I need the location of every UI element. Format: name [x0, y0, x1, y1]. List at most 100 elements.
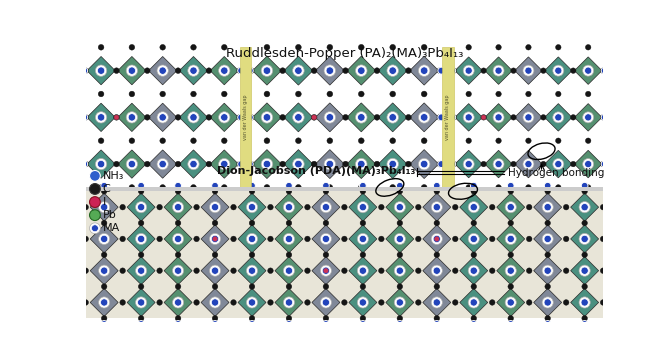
Circle shape	[212, 203, 218, 211]
Circle shape	[120, 268, 126, 273]
Polygon shape	[238, 289, 266, 316]
Circle shape	[129, 138, 134, 144]
Circle shape	[138, 235, 144, 243]
Polygon shape	[201, 193, 229, 221]
Circle shape	[434, 189, 439, 194]
Circle shape	[294, 160, 302, 168]
Circle shape	[358, 265, 368, 276]
Circle shape	[212, 189, 218, 194]
Circle shape	[296, 91, 301, 97]
Circle shape	[525, 67, 532, 74]
Circle shape	[83, 114, 89, 120]
Circle shape	[470, 299, 477, 306]
Circle shape	[397, 252, 403, 258]
Polygon shape	[515, 150, 542, 178]
Polygon shape	[455, 57, 482, 84]
Circle shape	[421, 67, 428, 75]
Circle shape	[523, 159, 534, 169]
Circle shape	[451, 68, 456, 73]
Circle shape	[175, 189, 181, 194]
Circle shape	[542, 202, 553, 213]
Circle shape	[481, 68, 487, 73]
Circle shape	[194, 236, 200, 242]
Circle shape	[343, 161, 349, 167]
Circle shape	[101, 182, 108, 189]
Circle shape	[452, 268, 458, 273]
Circle shape	[212, 321, 218, 327]
Circle shape	[175, 182, 181, 189]
Polygon shape	[544, 150, 572, 178]
Circle shape	[397, 284, 403, 289]
Polygon shape	[164, 257, 192, 285]
Circle shape	[389, 114, 396, 121]
Circle shape	[405, 161, 411, 167]
Polygon shape	[347, 150, 376, 178]
Circle shape	[238, 67, 245, 74]
Circle shape	[304, 205, 310, 210]
Circle shape	[304, 236, 310, 242]
Circle shape	[263, 114, 271, 121]
Circle shape	[89, 184, 100, 194]
Polygon shape	[275, 225, 303, 253]
Polygon shape	[284, 103, 313, 132]
Text: I: I	[103, 197, 106, 207]
Circle shape	[508, 252, 513, 258]
Circle shape	[190, 114, 197, 121]
Circle shape	[581, 182, 588, 189]
Polygon shape	[315, 56, 344, 85]
Circle shape	[600, 115, 606, 120]
Circle shape	[324, 65, 335, 76]
Circle shape	[97, 67, 105, 74]
Circle shape	[114, 115, 119, 119]
Circle shape	[311, 161, 317, 167]
Circle shape	[544, 267, 551, 274]
Circle shape	[471, 220, 476, 226]
Circle shape	[98, 91, 104, 97]
Circle shape	[321, 297, 331, 308]
Circle shape	[267, 300, 274, 305]
Circle shape	[421, 138, 427, 144]
Polygon shape	[544, 57, 572, 84]
Polygon shape	[201, 257, 229, 285]
Circle shape	[495, 160, 502, 168]
Circle shape	[126, 112, 138, 123]
Circle shape	[97, 114, 105, 121]
Circle shape	[194, 205, 200, 210]
Circle shape	[433, 182, 440, 189]
Circle shape	[495, 114, 502, 121]
Circle shape	[433, 267, 440, 274]
Circle shape	[600, 68, 606, 73]
Circle shape	[585, 185, 591, 190]
Circle shape	[95, 159, 107, 170]
Circle shape	[540, 68, 546, 73]
Circle shape	[83, 268, 89, 273]
Circle shape	[138, 299, 144, 306]
Circle shape	[304, 300, 310, 305]
Circle shape	[264, 138, 270, 144]
Circle shape	[138, 284, 144, 289]
Polygon shape	[347, 56, 376, 85]
Polygon shape	[534, 225, 562, 253]
Polygon shape	[347, 103, 376, 132]
Circle shape	[321, 233, 331, 244]
Polygon shape	[386, 225, 414, 253]
Circle shape	[210, 233, 220, 244]
Circle shape	[493, 159, 504, 169]
Polygon shape	[253, 56, 282, 85]
Bar	[86, 188, 603, 191]
Circle shape	[470, 203, 477, 211]
Circle shape	[284, 233, 294, 244]
Circle shape	[206, 161, 212, 167]
Circle shape	[212, 284, 218, 289]
Circle shape	[212, 299, 218, 306]
Polygon shape	[497, 225, 525, 253]
Circle shape	[553, 159, 564, 169]
Circle shape	[323, 182, 329, 189]
Circle shape	[324, 269, 328, 273]
Circle shape	[387, 111, 398, 123]
Circle shape	[495, 67, 502, 74]
Circle shape	[83, 68, 89, 73]
Circle shape	[222, 185, 227, 190]
Circle shape	[91, 225, 98, 232]
Circle shape	[507, 182, 514, 189]
